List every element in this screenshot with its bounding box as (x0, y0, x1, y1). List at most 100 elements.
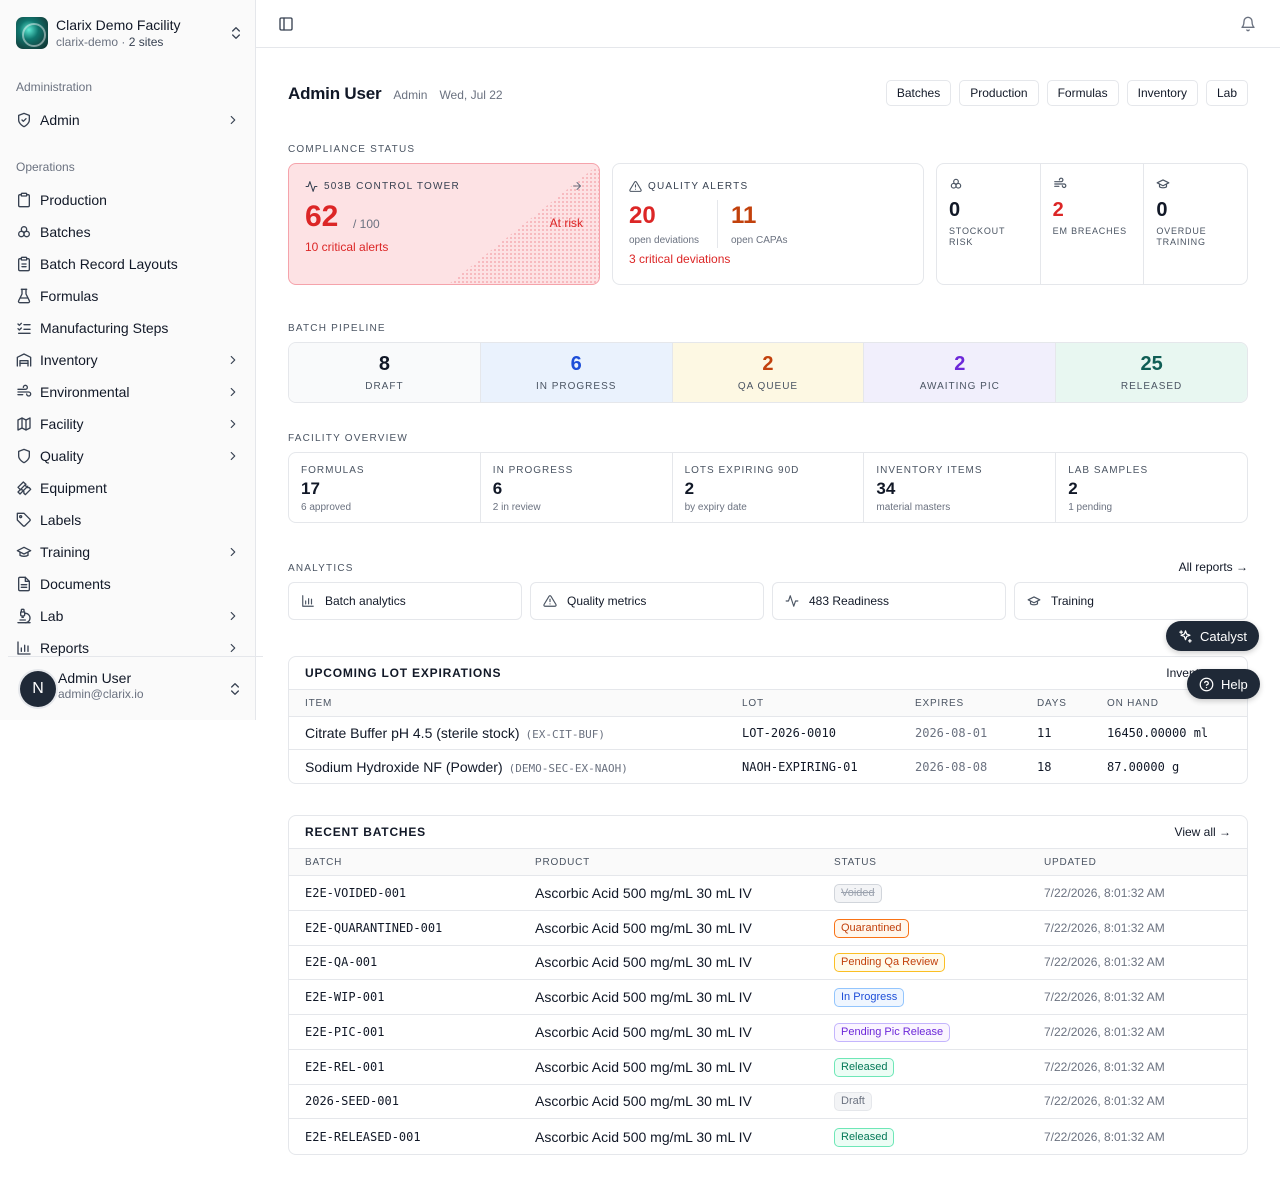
sidebar-item-admin[interactable]: Admin (8, 104, 248, 136)
facility-switcher[interactable]: Clarix Demo Facility clarix-demo · 2 sit… (16, 16, 244, 50)
pipeline-stage-released[interactable]: 25 RELEASED (1056, 343, 1247, 402)
pipeline-stage-draft[interactable]: 8 DRAFT (289, 343, 481, 402)
column-header: PRODUCT (535, 856, 591, 868)
analytics-label: 483 Readiness (809, 594, 890, 608)
overview-label: INVENTORY ITEMS (876, 465, 983, 476)
table-row[interactable]: Citrate Buffer pH 4.5 (sterile stock) (EX… (289, 717, 1247, 750)
greeting-date: Wed, Jul 22 (439, 88, 503, 102)
sidebar-item-lab[interactable]: Lab (8, 600, 248, 632)
batch-id: 2026-SEED-001 (305, 1094, 399, 1109)
analytics-483-readiness[interactable]: 483 Readiness (772, 582, 1006, 620)
sidebar-item-label: Production (40, 192, 107, 208)
admin-nav: Admin (8, 104, 248, 136)
open-capas-count: 11 (731, 202, 757, 229)
sidebar-item-label: Lab (40, 608, 64, 624)
quick-link-formulas[interactable]: Formulas (1046, 80, 1119, 106)
view-all-link[interactable]: View all → (1174, 825, 1231, 839)
quick-link-lab[interactable]: Lab (1205, 80, 1248, 106)
sidebar-item-label: Documents (40, 576, 111, 592)
quick-link-production[interactable]: Production (959, 80, 1039, 106)
pipeline-caption: BATCH PIPELINE (288, 323, 386, 334)
pipeline-stage-awaiting-pic[interactable]: 2 AWAITING PIC (864, 343, 1057, 402)
stat-em-breaches[interactable]: 2 EM BREACHES (1041, 164, 1145, 284)
batch-id: E2E-RELEASED-001 (305, 1129, 421, 1144)
overview-value: 17 (301, 479, 320, 498)
sidebar-item-documents[interactable]: Documents (8, 568, 248, 600)
pipeline-label: QA QUEUE (737, 381, 799, 392)
table-row[interactable]: 2026-SEED-001 Ascorbic Acid 500 mg/mL 30 … (289, 1085, 1247, 1120)
user-menu[interactable]: N Admin User admin@clarix.io (8, 656, 263, 720)
table-row[interactable]: E2E-RELEASED-001 Ascorbic Acid 500 mg/mL … (289, 1119, 1247, 1154)
clipboard-list-icon (18, 256, 30, 272)
shield-icon (18, 112, 30, 128)
overview-in-progress[interactable]: IN PROGRESS 6 2 in review (481, 453, 673, 522)
sidebar-item-training[interactable]: Training (8, 536, 248, 568)
bell-icon[interactable] (1240, 16, 1256, 32)
updated-time: 7/22/2026, 8:01:32 AM (1044, 920, 1165, 935)
clipboard-icon (18, 192, 30, 208)
sidebar-item-labels[interactable]: Labels (8, 504, 248, 536)
avatar: N (20, 670, 56, 707)
catalyst-button[interactable]: Catalyst (1166, 621, 1259, 651)
stat-stockout-risk[interactable]: 0 STOCKOUT RISK (937, 164, 1041, 284)
boxes-icon (18, 226, 30, 238)
table-row[interactable]: E2E-WIP-001 Ascorbic Acid 500 mg/mL 30 mL… (289, 980, 1247, 1015)
table-row[interactable]: E2E-PIC-001 Ascorbic Acid 500 mg/mL 30 mL… (289, 1015, 1247, 1050)
overview-formulas[interactable]: FORMULAS 17 6 approved (289, 453, 481, 522)
chevron-right-icon (230, 387, 236, 397)
sidebar-item-label: Manufacturing Steps (40, 320, 169, 336)
sidebar-item-manufacturing-steps[interactable]: Manufacturing Steps (8, 312, 248, 344)
file-text-icon (18, 576, 30, 592)
table-row[interactable]: E2E-QUARANTINED-001 Ascorbic Acid 500 mg/… (289, 911, 1247, 946)
table-row[interactable]: E2E-VOIDED-001 Ascorbic Acid 500 mg/mL 30… (289, 876, 1247, 911)
updated-time: 7/22/2026, 8:01:32 AM (1044, 1059, 1165, 1074)
topbar (256, 0, 1280, 48)
sidebar-item-label: Labels (40, 512, 82, 528)
control-tower-card[interactable]: 503B CONTROL TOWER 62 / 100 At risk 10 c… (288, 163, 600, 285)
sidebar-item-reports[interactable]: Reports (8, 632, 248, 664)
stat-overdue-training[interactable]: 0 OVERDUE TRAINING (1144, 164, 1247, 284)
overview-lab-samples[interactable]: LAB SAMPLES 2 1 pending (1056, 453, 1247, 522)
pipeline-stage-qa-queue[interactable]: 2 QA QUEUE (672, 343, 865, 402)
analytics-quality-metrics[interactable]: Quality metrics (530, 582, 764, 620)
table-row[interactable]: E2E-REL-001 Ascorbic Acid 500 mg/mL 30 mL… (289, 1050, 1247, 1085)
sidebar-item-inventory[interactable]: Inventory (8, 344, 248, 376)
quality-alerts-card[interactable]: QUALITY ALERTS 20 open deviations 11 ope… (612, 163, 924, 285)
chevrons-up-down-icon (232, 27, 240, 39)
sidebar-item-label: Admin (40, 112, 80, 128)
updated-time: 7/22/2026, 8:01:32 AM (1044, 990, 1165, 1005)
overview-sub: by expiry date (684, 502, 747, 513)
analytics-batch-analytics[interactable]: Batch analytics (288, 582, 522, 620)
chevron-right-icon (230, 547, 236, 557)
quick-link-batches[interactable]: Batches (885, 80, 952, 106)
sidebar-item-batches[interactable]: Batches (8, 216, 248, 248)
sidebar-item-formulas[interactable]: Formulas (8, 280, 248, 312)
pipeline-stage-in-progress[interactable]: 6 IN PROGRESS (480, 343, 673, 402)
overview-inventory-items[interactable]: INVENTORY ITEMS 34 material masters (864, 453, 1057, 522)
sidebar-toggle-icon[interactable] (278, 16, 294, 32)
batch-id: E2E-VOIDED-001 (305, 885, 407, 900)
sidebar-item-batch-record-layouts[interactable]: Batch Record Layouts (8, 248, 248, 280)
sidebar-item-production[interactable]: Production (8, 184, 248, 216)
stat-value: 0 (949, 199, 961, 221)
sidebar-item-quality[interactable]: Quality (8, 440, 248, 472)
quick-link-inventory[interactable]: Inventory (1126, 80, 1198, 106)
table-row[interactable]: Sodium Hydroxide NF (Powder) (DEMO-SEC-EX… (289, 750, 1247, 783)
stat-value: 0 (1156, 199, 1168, 221)
sidebar-item-equipment[interactable]: Equipment (8, 472, 248, 504)
all-reports-link[interactable]: All reports → (1178, 560, 1248, 574)
table-row[interactable]: E2E-QA-001 Ascorbic Acid 500 mg/mL 30 mL … (289, 946, 1247, 981)
chevron-right-icon (230, 643, 236, 653)
analytics-training[interactable]: Training (1014, 582, 1248, 620)
divider (717, 200, 718, 248)
activity-icon (305, 181, 318, 192)
batch-id: E2E-REL-001 (305, 1059, 385, 1074)
on-hand: 87.00000 g (1107, 759, 1180, 774)
overview-lots-expiring-90d[interactable]: LOTS EXPIRING 90D 2 by expiry date (673, 453, 865, 522)
sidebar-item-environmental[interactable]: Environmental (8, 376, 248, 408)
sidebar-item-facility[interactable]: Facility (8, 408, 248, 440)
graduation-cap-icon (16, 546, 32, 557)
expiry-date: 2026-08-01 (915, 726, 988, 740)
stat-label: STOCKOUT RISK (949, 226, 1006, 247)
help-button[interactable]: Help (1187, 669, 1260, 699)
